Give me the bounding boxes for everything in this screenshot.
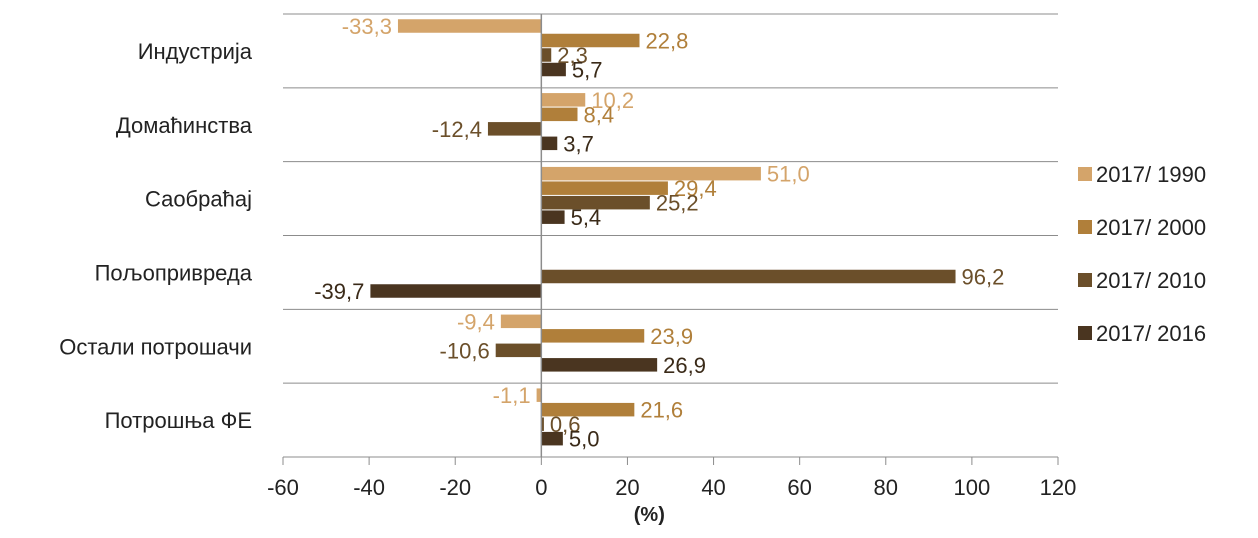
- data-label: 22,8: [646, 29, 689, 54]
- bar-пољопривреда-series-4: [370, 284, 542, 298]
- legend-label: 2017/ 2016: [1096, 321, 1206, 346]
- data-label: 23,9: [650, 324, 693, 349]
- x-tick-label: 20: [615, 475, 639, 500]
- bar-саобраћај-series-4: [541, 210, 565, 224]
- bar-индустрија-series-3: [541, 48, 552, 62]
- legend-swatch: [1078, 220, 1092, 234]
- x-tick-label: 120: [1040, 475, 1077, 500]
- data-label: -9,4: [457, 309, 495, 334]
- data-label: 10,2: [591, 88, 634, 113]
- legend-label: 2017/ 1990: [1096, 162, 1206, 187]
- bar-домаћинства-series-4: [541, 136, 558, 151]
- bar-пољопривреда-series-3: [541, 269, 956, 284]
- x-tick-label: -20: [439, 475, 471, 500]
- data-label: 21,6: [640, 398, 683, 423]
- data-label: 5,7: [572, 58, 603, 83]
- category-label: Домаћинства: [116, 113, 253, 138]
- legend-label: 2017/ 2000: [1096, 215, 1206, 240]
- legend-swatch: [1078, 326, 1092, 340]
- data-label: 96,2: [962, 265, 1005, 290]
- legend: 2017/ 1990 2017/ 2000 2017/ 2010 2017/ 2016: [1078, 162, 1206, 346]
- bar-потрошња-фе-series-1: [536, 388, 542, 402]
- x-tick-label: -60: [267, 475, 299, 500]
- data-label: 51,0: [767, 162, 810, 187]
- data-label: 5,4: [571, 205, 602, 230]
- gridlines: [283, 13, 1058, 458]
- legend-label: 2017/ 2010: [1096, 268, 1206, 293]
- data-labels: -33,3 22,8 2,35,7 10,28,4 -12,4 3,7 51,0 29,425…: [314, 14, 1004, 452]
- data-label: 2,3: [557, 43, 588, 68]
- x-tick-label: -40: [353, 475, 385, 500]
- category-label: Потрошња ФЕ: [105, 408, 252, 433]
- category-label: Остали потрошачи: [59, 334, 252, 359]
- bar-остали-потрошачи-series-2: [541, 329, 645, 343]
- bar-домаћинства-series-1: [541, 93, 586, 107]
- bar-потрошња-фе-series-3: [541, 417, 544, 431]
- bar-потрошња-фе-series-4: [541, 431, 563, 446]
- x-tick-label: 40: [701, 475, 725, 500]
- data-label: 3,7: [563, 131, 594, 156]
- bar-саобраћај-series-1: [541, 166, 761, 181]
- legend-swatch: [1078, 167, 1092, 181]
- data-label: -1,1: [493, 383, 531, 408]
- bar-домаћинства-series-3: [487, 122, 542, 136]
- bar-саобраћај-series-2: [541, 181, 668, 195]
- data-label: 26,9: [663, 353, 706, 378]
- bar-остали-потрошачи-series-1: [500, 314, 542, 329]
- bar-индустрија-series-1: [397, 19, 542, 33]
- x-axis-title: (%): [634, 504, 665, 526]
- data-label: 0,6: [550, 412, 581, 437]
- bar-домаћинства-series-2: [541, 107, 578, 122]
- category-label: Индустрија: [138, 39, 253, 64]
- data-label: -39,7: [314, 279, 364, 304]
- data-label: -10,6: [440, 338, 490, 363]
- data-label: -12,4: [432, 117, 482, 142]
- data-label: 25,2: [656, 191, 699, 216]
- data-label: -33,3: [342, 14, 392, 39]
- x-tick-label: 100: [954, 475, 991, 500]
- category-label: Пољопривреда: [95, 260, 253, 285]
- bar-остали-потрошачи-series-4: [541, 358, 658, 372]
- category-label: Саобраћај: [145, 187, 252, 212]
- data-label: 5,0: [569, 427, 600, 452]
- bar-индустрија-series-4: [541, 62, 566, 77]
- bar-индустрија-series-2: [541, 33, 640, 48]
- data-label: 29,4: [674, 176, 717, 201]
- bar-саобраћај-series-3: [541, 195, 650, 210]
- bars: [370, 19, 956, 446]
- x-tick-label: 80: [874, 475, 898, 500]
- bar-остали-потрошачи-series-3: [495, 343, 542, 358]
- axes: Индустрија Домаћинства Саобраћај Пољопривре…: [59, 14, 1076, 526]
- x-tick-label: 60: [787, 475, 811, 500]
- data-label: 8,4: [584, 102, 615, 127]
- bar-потрошња-фе-series-2: [541, 402, 635, 417]
- x-tick-label: 0: [535, 475, 547, 500]
- legend-swatch: [1078, 273, 1092, 287]
